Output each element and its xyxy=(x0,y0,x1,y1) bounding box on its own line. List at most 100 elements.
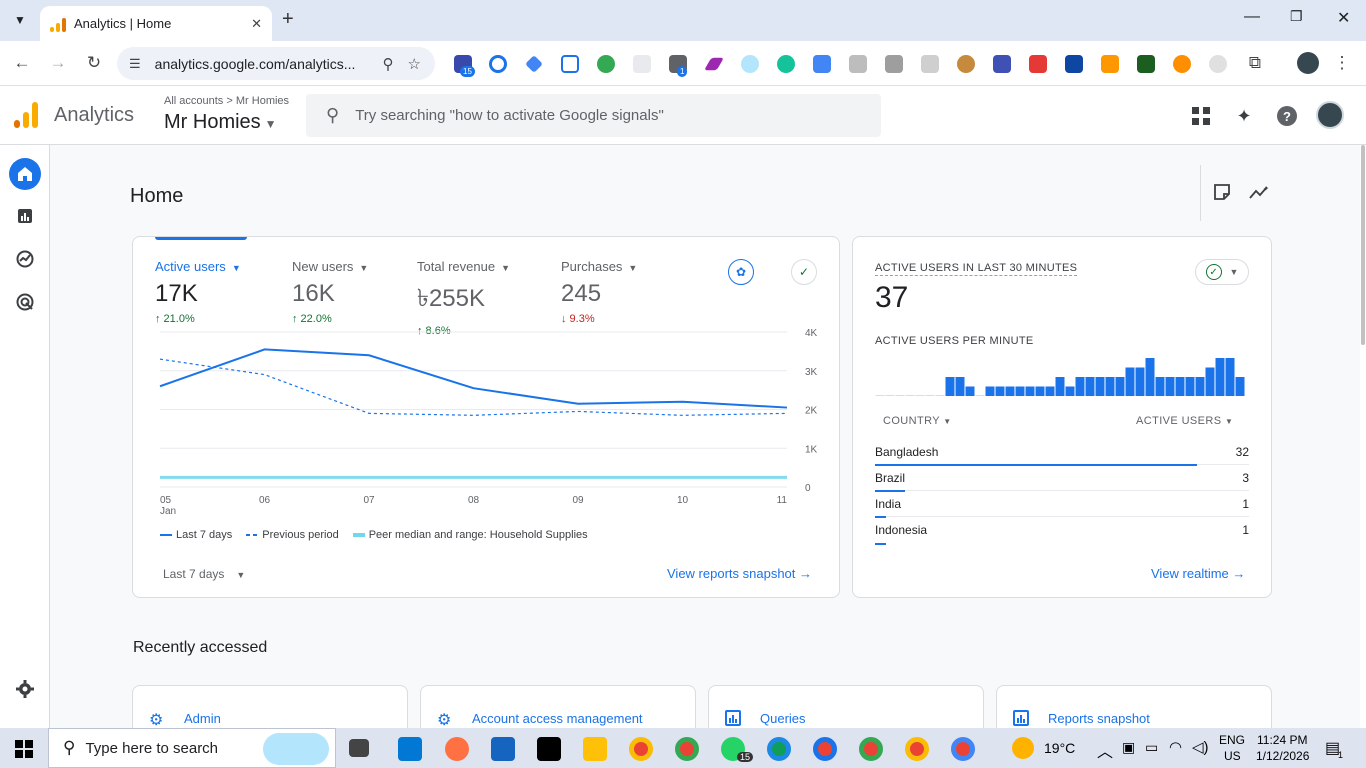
home-icon[interactable] xyxy=(9,158,41,190)
account-name[interactable]: Mr Homies xyxy=(164,111,261,133)
dropdown-caret-icon[interactable]: ▼ xyxy=(231,263,241,273)
forward-icon[interactable]: → xyxy=(49,53,67,72)
chrome-icon[interactable] xyxy=(905,737,929,761)
grammarly-icon[interactable] xyxy=(777,55,795,73)
metric-active-users[interactable]: Active users ▼ 17K ↑ 21.0% xyxy=(155,259,241,325)
region-code[interactable]: US xyxy=(1224,749,1241,763)
extension-icon[interactable] xyxy=(1065,55,1083,73)
weather-temp[interactable]: 19°C xyxy=(1044,740,1076,756)
realtime-title[interactable]: ACTIVE USERS IN LAST 30 MINUTES xyxy=(875,262,1078,276)
device-icon[interactable]: ▣ xyxy=(1122,739,1136,755)
extension-icon[interactable] xyxy=(561,55,579,73)
active-users-column-header[interactable]: ACTIVE USERS ▼ xyxy=(1136,415,1234,427)
date-range-label[interactable]: Last 7 days xyxy=(163,567,225,581)
dropdown-caret-icon[interactable]: ▼ xyxy=(501,263,510,273)
extension-icon[interactable] xyxy=(525,55,543,73)
minimize-icon[interactable]: — xyxy=(1244,8,1260,25)
extension-icon[interactable] xyxy=(1101,55,1119,73)
extension-icon[interactable] xyxy=(993,55,1011,73)
close-window-icon[interactable]: ✕ xyxy=(1337,10,1351,27)
extension-icon[interactable] xyxy=(1173,55,1191,73)
chrome-icon[interactable] xyxy=(629,737,653,761)
recent-card-account-access[interactable]: ⚙ Account access management xyxy=(420,685,696,728)
date-range-selector[interactable]: Last 7 days ▼ xyxy=(163,567,245,581)
url-text[interactable]: analytics.google.com/analytics... xyxy=(154,55,356,72)
metric-new-users[interactable]: New users ▼ 16K ↑ 22.0% xyxy=(292,259,368,325)
chrome-icon[interactable] xyxy=(859,737,883,761)
bookmark-star-icon[interactable]: ☆ xyxy=(407,55,421,73)
clock-date[interactable]: 1/12/2026 xyxy=(1256,749,1310,763)
country-column-header[interactable]: COUNTRY ▼ xyxy=(883,415,952,427)
extension-icon[interactable] xyxy=(741,55,759,73)
product-name[interactable]: Analytics xyxy=(54,104,135,126)
chrome-icon[interactable] xyxy=(951,737,975,761)
admin-gear-icon[interactable] xyxy=(9,673,41,705)
volume-icon[interactable]: ◁) xyxy=(1192,739,1209,756)
task-view-icon[interactable] xyxy=(349,739,369,757)
extension-icon[interactable] xyxy=(704,57,724,71)
table-row[interactable]: Bangladesh 32 xyxy=(875,439,1249,466)
recent-card-label[interactable]: Reports snapshot xyxy=(1048,711,1150,726)
camera-icon[interactable] xyxy=(885,55,903,73)
outlook-icon[interactable] xyxy=(398,737,422,761)
breadcrumb-root[interactable]: All accounts xyxy=(164,95,224,107)
table-row[interactable]: Brazil 3 xyxy=(875,465,1249,492)
recent-card-label[interactable]: Queries xyxy=(760,711,806,726)
advertising-icon[interactable] xyxy=(9,286,41,318)
account-avatar[interactable] xyxy=(1316,101,1344,129)
show-hidden-icons-icon[interactable]: ︿ xyxy=(1097,744,1114,761)
new-tab-icon[interactable]: + xyxy=(282,8,294,30)
address-bar[interactable]: ☰ analytics.google.com/analytics... ⚲ ☆ xyxy=(117,47,435,80)
apps-grid-icon[interactable] xyxy=(1189,104,1213,128)
recent-card-label[interactable]: Admin xyxy=(184,711,221,726)
notifications-icon[interactable]: ▤ xyxy=(1325,740,1341,757)
metric-label[interactable]: New users xyxy=(292,259,354,274)
search-placeholder[interactable]: Try searching "how to activate Google si… xyxy=(355,107,664,124)
language-code[interactable]: ENG xyxy=(1219,733,1246,747)
profile-avatar[interactable] xyxy=(1297,52,1319,74)
notes-icon[interactable] xyxy=(1213,183,1231,206)
reports-icon[interactable] xyxy=(9,200,41,232)
edge-icon[interactable] xyxy=(767,737,791,761)
help-icon[interactable]: ? xyxy=(1275,104,1299,128)
site-info-icon[interactable]: ☰ xyxy=(129,55,141,71)
weather-moon-icon[interactable] xyxy=(1012,737,1034,759)
dropdown-caret-icon[interactable]: ▼ xyxy=(236,570,246,580)
chrome-icon[interactable] xyxy=(813,737,837,761)
extension-icon[interactable] xyxy=(1029,55,1047,73)
zoom-icon[interactable]: ⚲ xyxy=(382,55,394,73)
extension-icon[interactable] xyxy=(921,55,939,73)
extension-icon[interactable] xyxy=(1209,55,1227,73)
metric-label[interactable]: Purchases xyxy=(561,259,623,274)
insights-trend-icon[interactable]: ✦ xyxy=(1249,183,1269,206)
browser-menu-icon[interactable]: ⋮ xyxy=(1333,53,1351,72)
table-row[interactable]: India 1 xyxy=(875,491,1249,518)
close-tab-icon[interactable]: ✕ xyxy=(251,15,262,31)
scrollbar-thumb[interactable] xyxy=(1361,145,1365,345)
extension-icon[interactable] xyxy=(489,55,507,73)
benchmark-icon[interactable]: ✿ xyxy=(728,259,754,285)
table-row[interactable]: Indonesia 1 xyxy=(875,517,1249,545)
metric-purchases[interactable]: Purchases ▼ 245 ↓ 9.3% xyxy=(561,259,637,325)
view-reports-snapshot-link[interactable]: View reports snapshot → xyxy=(667,566,813,581)
metric-total-revenue[interactable]: Total revenue ▼ ৳255K ↑ 8.6% xyxy=(417,259,510,337)
extensions-puzzle-icon[interactable]: ⧉ xyxy=(1248,53,1262,72)
file-explorer-icon[interactable] xyxy=(583,737,607,761)
chrome-icon[interactable] xyxy=(675,737,699,761)
recent-card-admin[interactable]: ⚙ Admin xyxy=(132,685,408,728)
extension-icon[interactable] xyxy=(1137,55,1155,73)
page-scrollbar[interactable] xyxy=(1360,145,1366,728)
battery-icon[interactable]: ▭ xyxy=(1145,739,1159,755)
cookie-icon[interactable] xyxy=(957,55,975,73)
metric-label[interactable]: Active users xyxy=(155,259,226,274)
ga-search-bar[interactable]: ⚲ Try searching "how to activate Google … xyxy=(306,94,881,137)
copilot-icon[interactable] xyxy=(445,737,469,761)
analytics-logo-icon[interactable] xyxy=(14,102,38,128)
taskbar-search[interactable]: ⚲ Type here to search xyxy=(48,728,336,768)
data-quality-check-icon[interactable]: ✓ xyxy=(791,259,817,285)
restore-icon[interactable]: ❐ xyxy=(1290,8,1303,24)
dropdown-caret-icon[interactable]: ▼ xyxy=(628,263,638,273)
view-realtime-link[interactable]: View realtime → xyxy=(1151,566,1246,581)
recent-card-label[interactable]: Account access management xyxy=(472,711,643,726)
browser-tab-active[interactable]: Analytics | Home ✕ xyxy=(40,6,272,41)
